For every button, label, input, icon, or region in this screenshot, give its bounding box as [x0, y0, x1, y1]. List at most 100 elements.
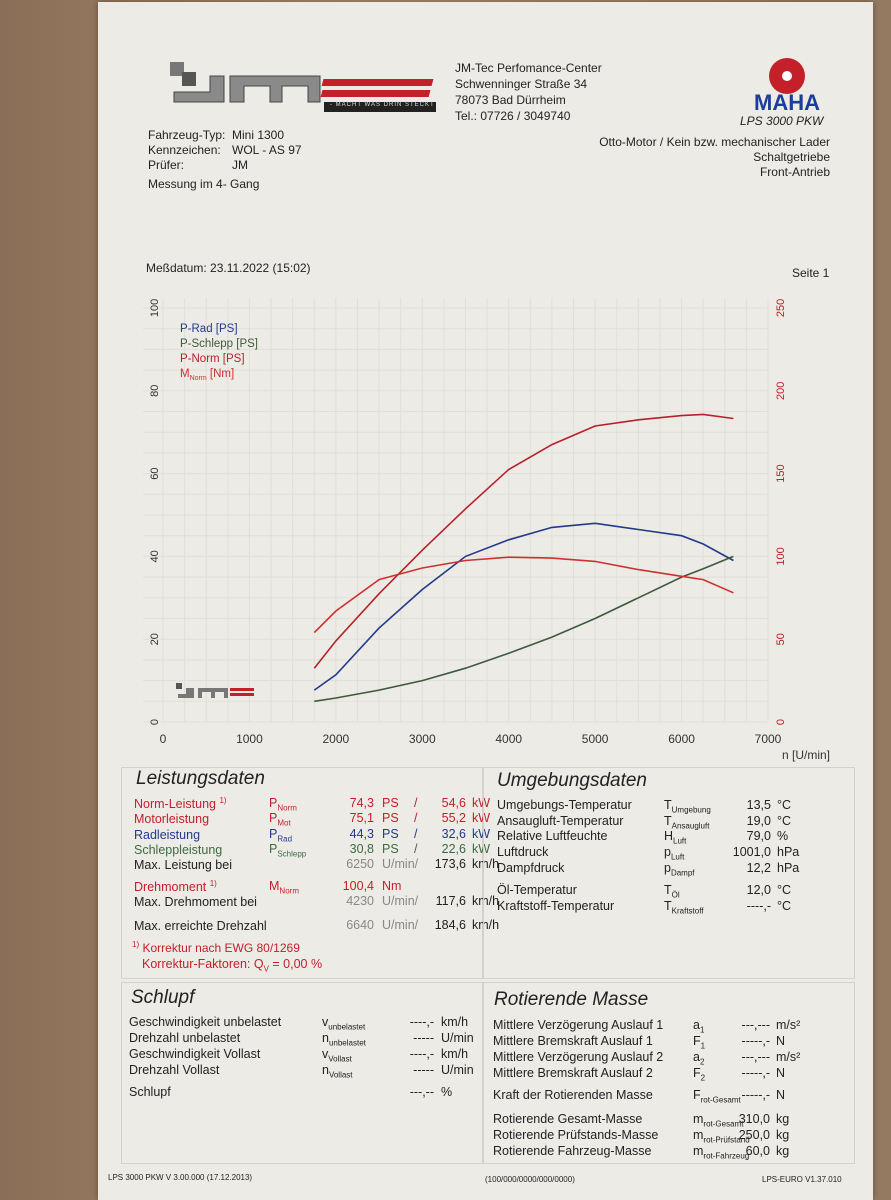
row-unit-2: km/h: [472, 918, 500, 932]
footer-euro-version: LPS-EURO V1.37.010: [762, 1175, 842, 1184]
x-tick-label: 6000: [668, 732, 695, 746]
row-unit-2: kW: [472, 827, 491, 841]
row-value-2: 55,2: [441, 811, 466, 825]
row-symbol: mrot-Gesamt: [693, 1112, 744, 1129]
row-unit-1: PS: [382, 796, 399, 810]
row-unit: N: [776, 1088, 786, 1102]
x-tick-label: 7000: [755, 732, 782, 746]
row-symbol: PSchlepp: [269, 842, 307, 859]
x-tick-label: 0: [160, 732, 167, 746]
row-value-1: 30,8: [349, 842, 374, 856]
umgebungsdaten-title: Umgebungsdaten: [497, 770, 647, 791]
row-value: -----: [413, 1063, 434, 1077]
x-axis-label: n [U/min]: [782, 748, 830, 762]
company-street: Schwenninger Straße 34: [455, 77, 588, 91]
row-unit: °C: [777, 883, 792, 897]
correction-footnote: 1) Korrektur nach EWG 80/1269: [132, 940, 300, 955]
y-right-tick-label: 250: [775, 299, 787, 317]
row-value: ----,-: [409, 1015, 434, 1029]
row-value: ---,---: [741, 1050, 770, 1064]
row-symbol: nunbelastet: [322, 1031, 366, 1048]
row-value: ----,-: [746, 899, 771, 913]
rotierende-masse-panel: [483, 982, 855, 1164]
jmtec-logo: - MACHT WAS DRIN STECKT: [170, 62, 445, 114]
row-unit: °C: [777, 814, 792, 828]
row-unit: kg: [776, 1144, 790, 1158]
row-unit: kg: [776, 1128, 790, 1142]
logo-slogan: - MACHT WAS DRIN STECKT: [330, 102, 435, 108]
row-label: Mittlere Bremskraft Auslauf 1: [493, 1034, 653, 1048]
row-unit: km/h: [441, 1015, 469, 1029]
leistungsdaten-panel: [121, 767, 483, 979]
row-unit: °C: [777, 899, 792, 913]
row-label: Max. Drehmoment bei: [134, 895, 257, 910]
row-value: 13,5: [746, 798, 771, 812]
row-unit-1: PS: [382, 827, 399, 841]
row-symbol: TKraftstoff: [664, 899, 704, 916]
row-symbol: vunbelastet: [322, 1015, 366, 1032]
row-value: -----: [413, 1031, 434, 1045]
row-symbol: nVollast: [322, 1063, 353, 1080]
row-value-1: 74,3: [349, 796, 374, 810]
engine-type: Otto-Motor / Kein bzw. mechanischer Lade…: [599, 135, 830, 149]
row-symbol: TAnsaugluft: [664, 814, 710, 831]
row-symbol: F2: [693, 1066, 706, 1083]
x-tick-label: 2000: [323, 732, 350, 746]
row-value: 60,0: [745, 1144, 770, 1158]
row-label: Max. erreichte Drehzahl: [134, 919, 267, 934]
row-symbol: a1: [693, 1018, 705, 1035]
row-label: Drehzahl unbelastet: [129, 1031, 241, 1045]
y-right-tick-label: 200: [775, 382, 787, 400]
row-unit-2: kW: [472, 811, 491, 825]
company-name: JM-Tec Perfomance-Center: [455, 61, 602, 75]
vehicle-type-value: Mini 1300: [232, 128, 285, 142]
row-unit-2: kW: [472, 842, 491, 856]
row-unit: m/s²: [776, 1050, 801, 1064]
company-city: 78073 Bad Dürrheim: [455, 93, 566, 107]
row-unit-1: Nm: [382, 879, 402, 893]
jmtec-watermark-logo: [176, 683, 254, 698]
legend-entry: P-Rad [PS]: [180, 323, 238, 335]
row-label: Ansaugluft-Temperatur: [497, 814, 624, 828]
row-unit-1: U/min/: [382, 894, 419, 908]
y-left-tick-label: 40: [149, 550, 161, 562]
correction-factor: Korrektur-Faktoren: QV = 0,00 %: [142, 957, 323, 974]
row-value: 79,0: [746, 829, 771, 843]
y-right-tick-label: 50: [775, 633, 787, 645]
row-label: Rotierende Prüfstands-Masse: [493, 1128, 659, 1142]
row-label: Rotierende Gesamt-Masse: [493, 1112, 643, 1126]
row-separator: /: [414, 811, 418, 825]
row-symbol: PRad: [269, 827, 293, 844]
series-line-p-norm-ps: [313, 413, 734, 669]
row-symbol: PNorm: [269, 796, 297, 813]
row-label: Rotierende Fahrzeug-Masse: [493, 1144, 652, 1158]
row-unit-1: U/min/: [382, 857, 419, 871]
row-value: -----,-: [741, 1066, 770, 1080]
row-unit-1: PS: [382, 842, 399, 856]
row-symbol: pLuft: [664, 845, 685, 862]
row-value-2: 32,6: [441, 827, 466, 841]
tester-label: Prüfer:: [148, 158, 185, 172]
y-left-tick-label: 0: [149, 719, 161, 725]
row-unit: hPa: [777, 845, 800, 859]
row-label: Max. Leistung bei: [134, 858, 232, 873]
row-unit-1: U/min/: [382, 918, 419, 932]
row-label: Schleppleistung: [134, 843, 223, 858]
page-number: Seite 1: [792, 266, 830, 280]
row-label: Relative Luftfeuchte: [497, 829, 608, 843]
leistungsdaten-title: Leistungsdaten: [136, 768, 265, 789]
vehicle-info: Fahrzeug-Typ: Mini 1300 Kennzeichen: WOL -…: [148, 128, 302, 192]
row-value: 12,2: [746, 861, 771, 875]
row-symbol: a2: [693, 1050, 705, 1067]
row-value: 1001,0: [732, 845, 771, 859]
company-address: JM-Tec Perfomance-Center Schwenninger St…: [455, 60, 602, 124]
row-value: 19,0: [746, 814, 771, 828]
vehicle-type-label: Fahrzeug-Typ:: [148, 128, 226, 142]
row-label: Geschwindigkeit unbelastet: [129, 1015, 282, 1029]
row-label: Radleistung: [134, 828, 201, 843]
row-value: -----,-: [741, 1034, 770, 1048]
row-symbol: MNorm: [269, 879, 299, 896]
row-value-2: 184,6: [434, 918, 466, 932]
row-symbol: F1: [693, 1034, 706, 1051]
